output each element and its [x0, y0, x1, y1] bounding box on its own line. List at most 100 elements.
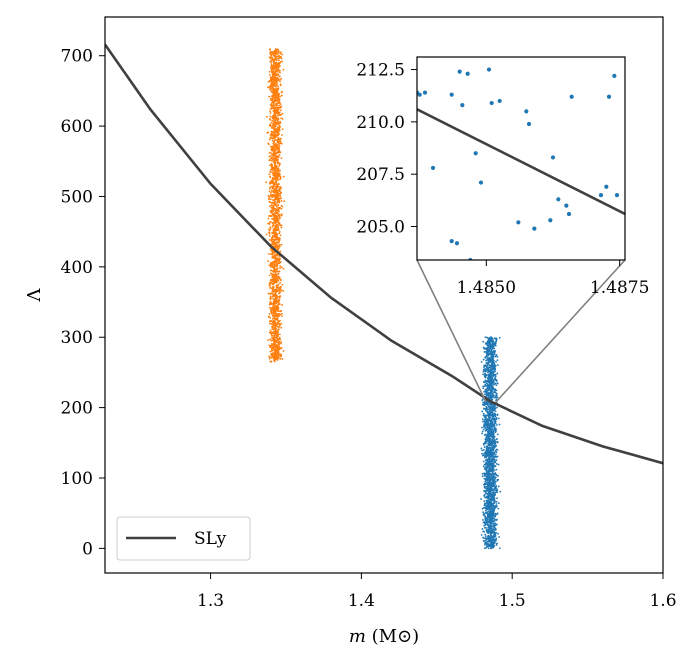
sample-point	[269, 158, 272, 160]
sample-point	[267, 194, 270, 197]
sample-point	[278, 190, 281, 192]
sample-point	[492, 515, 495, 518]
sample-point	[489, 478, 492, 481]
sample-point	[489, 527, 491, 529]
sample-point	[270, 273, 273, 275]
sample-point	[489, 540, 492, 543]
sample-point	[494, 344, 496, 346]
sample-point	[274, 292, 277, 294]
sample-point	[279, 125, 282, 128]
sample-point	[275, 302, 278, 304]
sample-point	[277, 197, 280, 200]
sample-point	[277, 123, 280, 126]
inset-y-tick-label: 207.5	[356, 165, 405, 185]
sample-point	[486, 359, 489, 361]
sample-point	[488, 472, 491, 474]
sample-point	[493, 366, 496, 368]
sample-point	[493, 445, 496, 448]
sample-point	[273, 126, 276, 129]
sample-point	[272, 91, 275, 94]
sample-point	[494, 450, 497, 452]
sample-point	[282, 289, 285, 292]
sample-point	[278, 162, 281, 165]
sample-point	[493, 443, 496, 446]
sample-point	[279, 338, 282, 341]
sample-point	[277, 214, 280, 217]
sample-point	[271, 149, 274, 152]
sample-point	[275, 146, 277, 149]
sample-point	[275, 79, 277, 82]
sample-point	[273, 282, 276, 285]
sample-point	[278, 104, 280, 107]
sample-point	[494, 528, 497, 531]
sample-point	[487, 510, 490, 513]
sample-point	[496, 355, 499, 358]
sample-point	[487, 368, 490, 371]
sample-point	[482, 414, 485, 417]
sample-point	[280, 117, 283, 120]
sample-point	[268, 198, 270, 201]
sample-point	[489, 392, 492, 394]
sample-point	[265, 181, 268, 184]
sample-point	[272, 263, 275, 266]
sample-point	[486, 512, 489, 515]
sample-point	[487, 446, 490, 449]
sample-point	[281, 112, 284, 115]
sample-point	[276, 307, 279, 310]
sample-point	[496, 513, 499, 515]
sample-point	[279, 355, 282, 357]
sample-point	[276, 69, 279, 72]
sample-point	[269, 76, 272, 79]
sample-point	[484, 516, 487, 518]
sample-point	[272, 84, 275, 86]
sample-point	[487, 514, 489, 517]
sample-point	[495, 468, 498, 471]
sample-point	[494, 364, 497, 367]
sample-point	[483, 463, 486, 466]
sample-point	[488, 396, 490, 399]
sample-point	[270, 65, 273, 68]
sample-point	[269, 248, 272, 250]
sample-point	[273, 170, 276, 173]
sample-point	[483, 404, 486, 407]
sample-point	[494, 368, 497, 371]
sample-point	[480, 534, 483, 536]
sample-point	[481, 472, 484, 475]
sample-point	[492, 371, 495, 373]
sample-point	[485, 405, 488, 408]
sample-point	[272, 288, 275, 291]
sample-point	[272, 73, 275, 75]
inset-x-tick-label: 1.4850	[457, 278, 516, 298]
sample-point	[490, 504, 493, 507]
sample-point	[280, 322, 283, 325]
sample-point	[277, 354, 280, 356]
sample-point	[485, 529, 488, 532]
sample-point	[274, 69, 277, 72]
sample-point	[485, 465, 488, 468]
sample-point	[274, 242, 277, 244]
sample-point	[497, 417, 500, 420]
sample-point	[496, 372, 499, 375]
sample-point	[276, 237, 279, 240]
inset-y-tick-label: 212.5	[356, 61, 405, 81]
sample-point	[493, 362, 496, 364]
sample-point	[490, 530, 492, 533]
inset-sample-point	[598, 193, 604, 198]
sample-point	[492, 447, 495, 449]
sample-point	[269, 295, 272, 298]
sample-point	[484, 547, 487, 549]
inset-sample-point	[465, 71, 470, 76]
inset-connector-right	[495, 259, 626, 403]
sample-point	[276, 262, 278, 265]
sample-point	[494, 461, 497, 463]
sample-point	[279, 265, 282, 268]
sample-point	[277, 346, 280, 349]
sample-point	[273, 93, 276, 96]
sample-point	[490, 428, 493, 431]
sample-point	[486, 433, 489, 436]
sample-point	[492, 367, 494, 370]
sample-point	[497, 532, 499, 535]
sample-point	[280, 77, 283, 80]
sample-point	[486, 438, 489, 441]
sample-point	[491, 341, 493, 344]
